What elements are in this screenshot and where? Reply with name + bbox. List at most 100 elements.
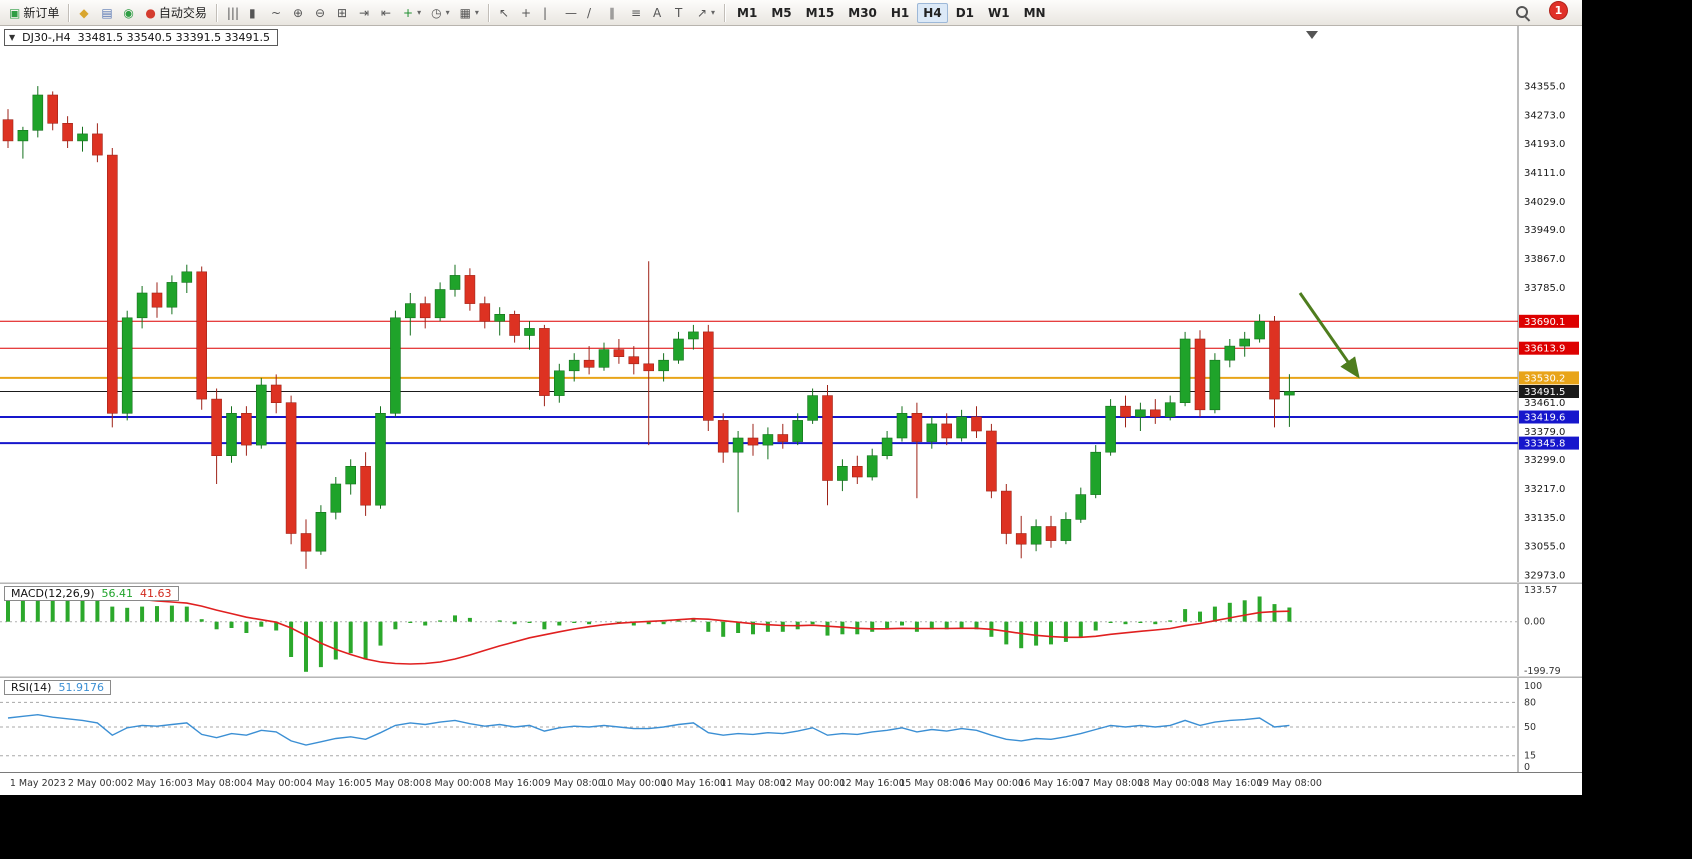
candle bbox=[1075, 487, 1087, 523]
macd-histogram bbox=[6, 588, 1292, 672]
vertical-line-icon: | bbox=[542, 5, 547, 20]
chart-menu-triangle-icon[interactable]: ▼ bbox=[9, 33, 16, 42]
time-axis[interactable]: 1 May 2023 2 May 00:00 2 May 16:00 3 May 08… bbox=[0, 772, 1582, 793]
time-tick-label: 1 May 2023 bbox=[9, 778, 66, 789]
vertical-line-button[interactable]: | bbox=[539, 3, 559, 23]
fibonacci-button[interactable]: ≡ bbox=[627, 3, 647, 23]
candle bbox=[92, 123, 103, 163]
signals-button[interactable]: ◆ bbox=[75, 3, 95, 23]
channel-button[interactable]: ∥ bbox=[605, 3, 625, 23]
pane-separator[interactable] bbox=[0, 582, 1582, 584]
chart-title: ▼ DJ30-,H4 33481.5 33540.5 33391.5 33491… bbox=[4, 29, 279, 46]
candle bbox=[986, 423, 997, 499]
macd-pane[interactable]: 133.57 0.00 -199.79 MACD(12,26,9) 56.41 41… bbox=[0, 584, 1582, 676]
timeframe-m1-button-label: M1 bbox=[737, 5, 758, 20]
candle bbox=[702, 324, 714, 431]
price-line-badge: 33419.6 bbox=[1519, 410, 1579, 424]
crosshair-button[interactable]: + bbox=[517, 3, 537, 23]
candlestick-chart-button[interactable]: ▮ bbox=[245, 3, 265, 23]
autotrading-button[interactable]: ● 自动交易 bbox=[141, 3, 211, 23]
rsi-label: RSI(14) 51.9176 bbox=[4, 680, 111, 695]
timeframe-m5-button[interactable]: M5 bbox=[765, 3, 797, 23]
main-chart-canvas[interactable]: 34355.0 34273.0 34193.0 34111.0 34029.0 33949… bbox=[0, 26, 1582, 582]
candle bbox=[568, 353, 580, 382]
candle bbox=[673, 331, 684, 364]
price-tick-label: 33785.0 bbox=[1524, 283, 1565, 294]
macd-signal-line bbox=[7, 588, 1290, 665]
candle bbox=[509, 310, 520, 343]
candle bbox=[956, 409, 967, 442]
time-tick-label: 4 May 16:00 bbox=[306, 778, 366, 789]
line-chart-button[interactable]: ~ bbox=[267, 3, 287, 23]
candle bbox=[1284, 374, 1295, 427]
trend-arrow-object[interactable] bbox=[1298, 292, 1360, 379]
macd-label: MACD(12,26,9) 56.41 41.63 bbox=[4, 586, 179, 601]
price-line-badge: 33530.2 bbox=[1519, 371, 1579, 385]
rsi-scale-label: 15 bbox=[1524, 751, 1536, 762]
auto-scroll-button[interactable]: ⇥ bbox=[355, 3, 375, 23]
new-order-icon: ▣ bbox=[9, 5, 21, 20]
arrow-objects-button[interactable]: ↗ ▾ bbox=[693, 3, 719, 23]
chart-symbol-period: DJ30-,H4 bbox=[22, 31, 71, 44]
timeframe-m1-button[interactable]: M1 bbox=[731, 3, 763, 23]
candle bbox=[598, 342, 610, 371]
timeframe-m15-button[interactable]: M15 bbox=[800, 3, 841, 23]
time-tick-label: 2 May 16:00 bbox=[127, 778, 187, 789]
templates-button[interactable]: ▦ ▾ bbox=[456, 3, 483, 23]
cursor-button[interactable]: ↖ bbox=[495, 3, 515, 23]
zoom-out-button[interactable]: ⊖ bbox=[311, 3, 331, 23]
chart-shift-button[interactable]: ⇤ bbox=[377, 3, 397, 23]
rsi-pane[interactable]: 100 80 50 15 0 RSI(14) 51.9176 bbox=[0, 678, 1582, 772]
macd-scale-label: 133.57 bbox=[1524, 585, 1557, 596]
price-tick-label: 33217.0 bbox=[1524, 484, 1565, 495]
tile-windows-icon: ⊞ bbox=[337, 5, 348, 20]
timeframe-w1-button[interactable]: W1 bbox=[982, 3, 1016, 23]
timeframe-h1-button-label: H1 bbox=[890, 5, 910, 20]
dropdown-caret-icon: ▾ bbox=[711, 8, 716, 17]
candle bbox=[375, 406, 386, 509]
main-chart-pane[interactable]: 34355.0 34273.0 34193.0 34111.0 34029.0 33949… bbox=[0, 26, 1582, 582]
indicators-button[interactable]: + ▾ bbox=[399, 3, 425, 23]
macd-signal-value: 41.63 bbox=[140, 587, 172, 600]
trendline-button[interactable]: / bbox=[583, 3, 603, 23]
candle bbox=[583, 346, 595, 375]
zoom-out-icon: ⊖ bbox=[315, 5, 326, 20]
time-tick-label: 16 May 16:00 bbox=[1018, 778, 1084, 789]
price-axis[interactable] bbox=[1518, 26, 1582, 582]
zoom-in-button[interactable]: ⊕ bbox=[289, 3, 309, 23]
candle bbox=[1000, 484, 1012, 545]
price-line-badge: 33613.9 bbox=[1519, 341, 1579, 355]
tile-windows-button[interactable]: ⊞ bbox=[333, 3, 353, 23]
time-tick-label: 18 May 00:00 bbox=[1137, 778, 1203, 789]
text-button[interactable]: A bbox=[649, 3, 669, 23]
new-order-button[interactable]: ▣ 新订单 bbox=[5, 3, 63, 23]
price-tick-label: 33055.0 bbox=[1524, 541, 1565, 552]
text-label-icon: T bbox=[674, 5, 683, 20]
notification-badge[interactable]: 1 bbox=[1550, 2, 1567, 19]
timeframe-d1-button[interactable]: D1 bbox=[950, 3, 980, 23]
candle bbox=[1239, 331, 1250, 357]
market-watch-button[interactable]: ▤ bbox=[97, 3, 117, 23]
price-tick-label: 34355.0 bbox=[1524, 82, 1565, 93]
timeframe-mn-button[interactable]: MN bbox=[1018, 3, 1052, 23]
chart-shift-marker-icon[interactable] bbox=[1306, 31, 1318, 39]
candle bbox=[717, 413, 729, 463]
search-icon[interactable] bbox=[1516, 6, 1530, 20]
timeframe-h4-button[interactable]: H4 bbox=[917, 2, 948, 23]
text-label-button[interactable]: T bbox=[671, 3, 691, 23]
time-tick-label: 8 May 16:00 bbox=[485, 778, 545, 789]
navigator-button[interactable]: ◉ bbox=[119, 3, 139, 23]
price-tick-label: 33299.0 bbox=[1524, 455, 1565, 466]
bar-chart-button[interactable]: ||| bbox=[223, 3, 243, 23]
candle bbox=[1179, 331, 1191, 407]
periods-button[interactable]: ◷ ▾ bbox=[427, 3, 454, 23]
pane-separator[interactable] bbox=[0, 676, 1582, 678]
timeframe-h1-button[interactable]: H1 bbox=[885, 3, 915, 23]
line-chart-icon: ~ bbox=[271, 5, 282, 20]
macd-canvas[interactable]: 133.57 0.00 -199.79 bbox=[0, 584, 1582, 676]
timeframe-m30-button[interactable]: M30 bbox=[842, 3, 883, 23]
horizontal-line-button[interactable]: — bbox=[561, 3, 581, 23]
candle bbox=[1224, 339, 1236, 368]
time-tick-label: 2 May 00:00 bbox=[67, 778, 127, 789]
rsi-canvas[interactable]: 100 80 50 150 bbox=[0, 678, 1582, 772]
